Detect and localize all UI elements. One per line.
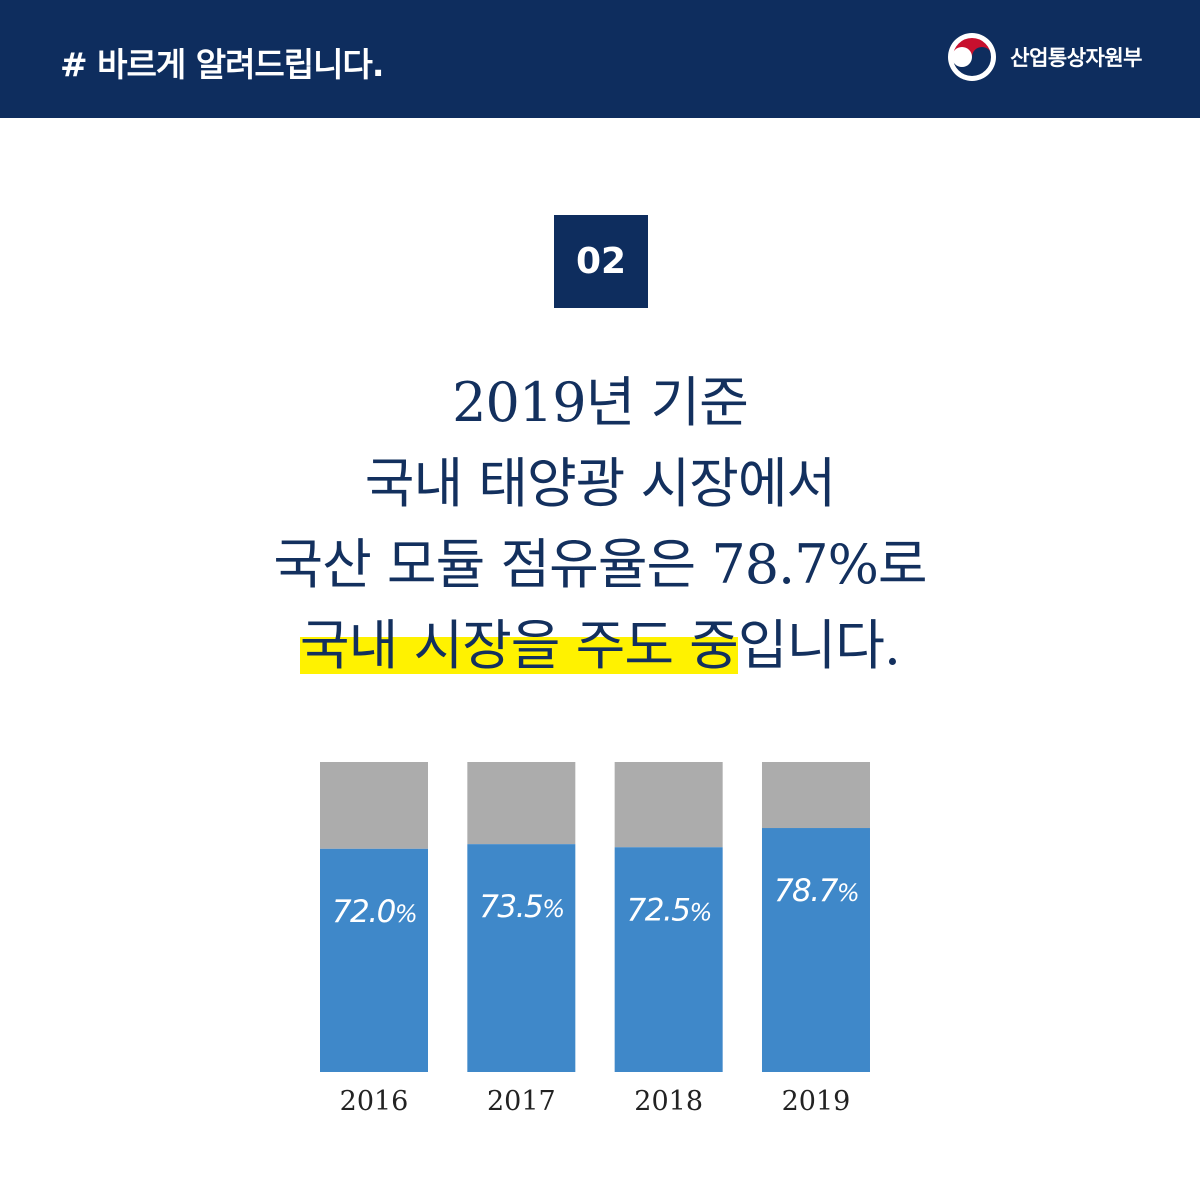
bar-domestic-2017 [467, 844, 576, 1072]
bar-value-label-2016: 72.0% [332, 894, 416, 930]
bar-remainder-2018 [614, 762, 723, 848]
bar-domestic-2018 [614, 847, 723, 1072]
headline-line-2: 국내 태양광 시장에서 [364, 452, 836, 515]
x-tick-label-2016: 2016 [340, 1086, 409, 1117]
bar-domestic-2019 [761, 828, 870, 1072]
x-tick-label-2017: 2017 [487, 1086, 556, 1117]
hashtag-title: # 바르게 알려드립니다. [60, 45, 384, 84]
headline: 2019년 기준 국내 태양광 시장에서 국산 모듈 점유율은 78.7%로 국… [0, 362, 1200, 686]
header-bar: # 바르게 알려드립니다. 산업통상자원부 [0, 0, 1200, 118]
bar-remainder-2019 [761, 762, 870, 829]
x-tick-label-2018: 2018 [634, 1086, 703, 1117]
bar-domestic-2016 [320, 848, 428, 1072]
section-number-badge: 02 [554, 215, 648, 308]
bar-remainder-2017 [467, 762, 576, 845]
x-tick-label-2019: 2019 [782, 1086, 851, 1117]
bar-value-label-2018: 72.5% [626, 892, 710, 928]
bar-value-label-2017: 73.5% [479, 889, 563, 925]
ministry-brand: 산업통상자원부 [946, 28, 1142, 86]
ministry-name: 산업통상자원부 [1010, 46, 1142, 70]
headline-line-3: 국산 모듈 점유율은 78.7%로 [273, 533, 927, 596]
bar-remainder-2016 [320, 762, 428, 849]
bar-value-label-2019: 78.7% [774, 873, 858, 909]
taegeuk-emblem-icon [948, 33, 997, 81]
headline-line-4-rest: 입니다. [737, 614, 901, 677]
headline-highlight: 국내 시장을 주도 중 [299, 614, 739, 677]
headline-line-1: 2019년 기준 [452, 371, 749, 434]
headline-line-4: 국내 시장을 주도 중입니다. [0, 605, 1200, 686]
